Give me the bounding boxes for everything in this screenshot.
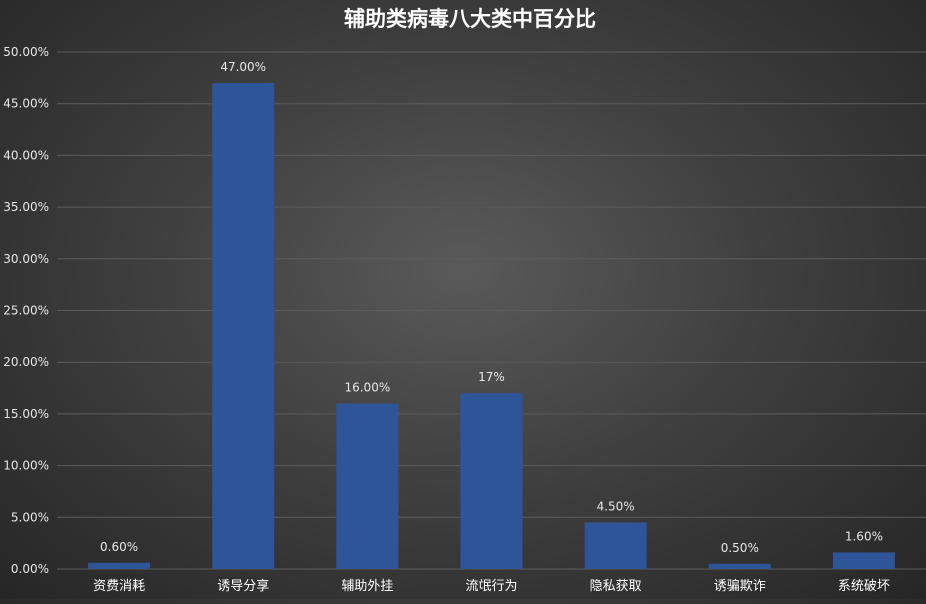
data-label: 17% <box>478 370 505 384</box>
bar <box>584 522 647 569</box>
bar <box>88 562 151 569</box>
y-tick-label: 25.00% <box>3 304 49 318</box>
data-label: 16.00% <box>344 381 390 395</box>
y-tick-label: 0.00% <box>11 562 49 576</box>
chart-title: 辅助类病毒八大类中百分比 <box>344 7 596 31</box>
data-label: 47.00% <box>220 60 266 74</box>
y-tick-label: 35.00% <box>3 200 49 214</box>
x-axis-ticks: 资费消耗 诱导分享 辅助外挂 流氓行为 隐私获取 诱骗欺诈 系统破坏 <box>93 578 890 594</box>
data-labels: 0.60% 47.00% 16.00% 17% 4.50% 0.50% 1.60% <box>100 60 883 555</box>
y-tick-label: 10.00% <box>3 459 49 473</box>
y-tick-label: 5.00% <box>11 510 49 524</box>
y-tick-label: 40.00% <box>3 148 49 162</box>
bar <box>708 563 771 569</box>
data-label: 1.60% <box>845 529 883 543</box>
x-tick-label: 辅助外挂 <box>341 579 393 594</box>
bar <box>460 393 523 569</box>
y-tick-label: 45.00% <box>3 97 49 111</box>
bar <box>832 552 895 569</box>
y-tick-label: 30.00% <box>3 252 49 266</box>
bars <box>88 83 895 570</box>
y-tick-label: 15.00% <box>3 407 49 421</box>
y-axis-ticks: 0.00% 5.00% 10.00% 15.00% 20.00% 25.00% 30.00%… <box>3 45 49 576</box>
data-label: 0.60% <box>100 540 138 554</box>
y-tick-label: 50.00% <box>3 45 49 59</box>
gridlines <box>57 51 926 570</box>
x-tick-label: 流氓行为 <box>465 579 517 594</box>
bar <box>336 403 399 569</box>
data-label: 0.50% <box>721 541 759 555</box>
data-label: 4.50% <box>597 499 635 513</box>
x-tick-label: 诱骗欺诈 <box>714 579 766 594</box>
x-tick-label: 资费消耗 <box>93 579 145 594</box>
bar <box>212 83 275 570</box>
x-tick-label: 诱导分享 <box>217 578 269 594</box>
y-tick-label: 20.00% <box>3 355 49 369</box>
x-tick-label: 系统破坏 <box>838 579 890 594</box>
x-tick-label: 隐私获取 <box>590 579 642 594</box>
